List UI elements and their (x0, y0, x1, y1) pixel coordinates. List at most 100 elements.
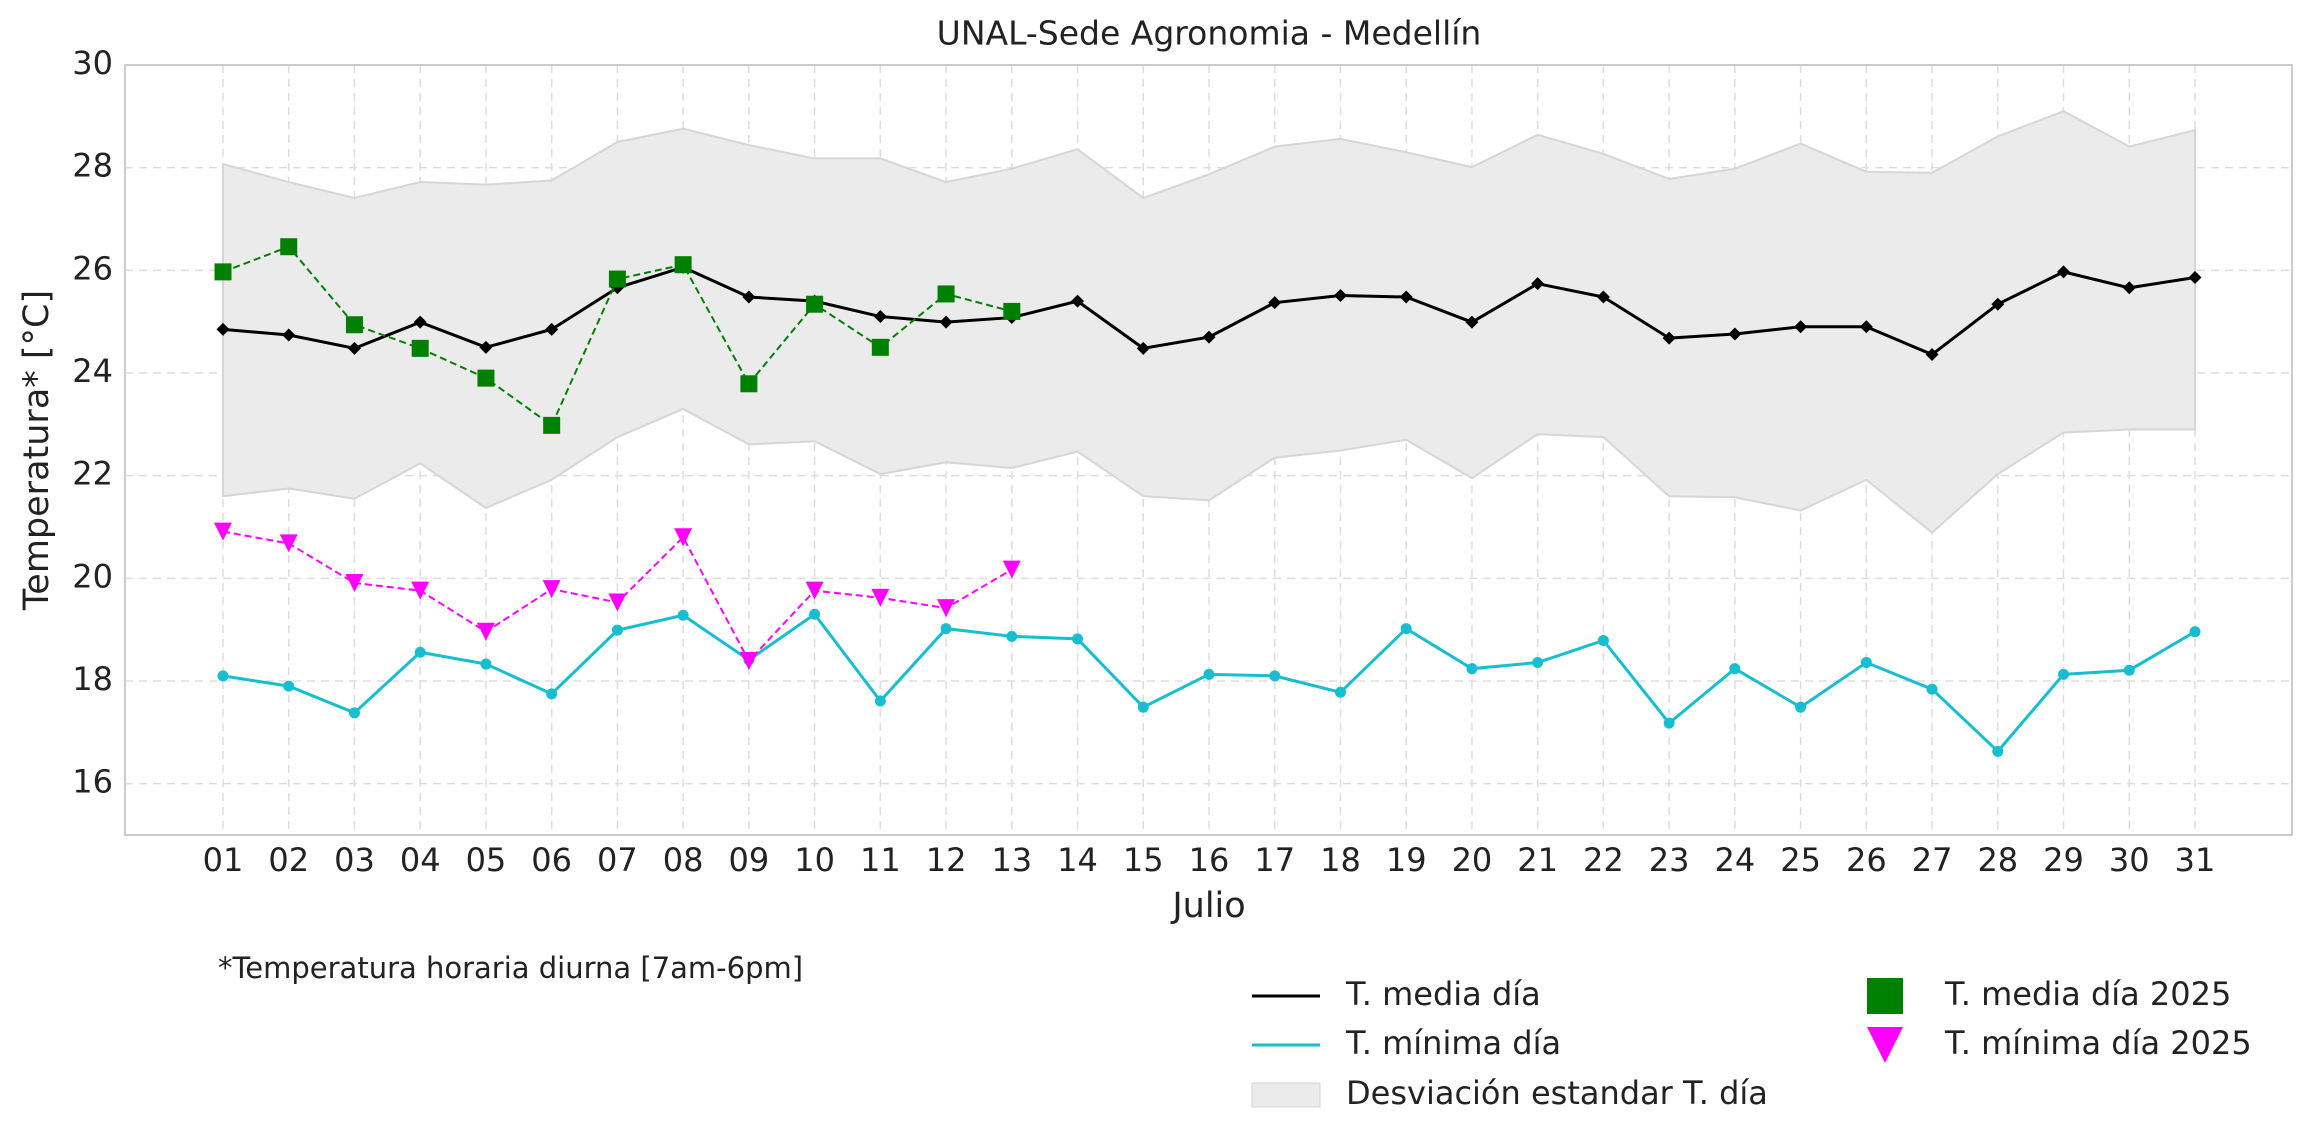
marker (1334, 686, 1346, 698)
legend-label: Desviación estandar T. día (1346, 1074, 1768, 1112)
marker (477, 369, 495, 387)
x-tick-label: 31 (2175, 841, 2216, 879)
x-tick-label: 27 (1912, 841, 1953, 879)
marker (283, 680, 295, 692)
x-tick-label: 05 (466, 841, 507, 879)
marker (543, 416, 561, 434)
marker (608, 593, 627, 612)
x-tick-label: 16 (1189, 841, 1230, 879)
marker (1925, 348, 1939, 362)
marker (871, 588, 890, 607)
marker (1867, 1027, 1903, 1063)
marker (542, 580, 561, 599)
marker (1136, 341, 1150, 355)
marker (2189, 626, 2201, 638)
marker (2123, 664, 2135, 676)
marker (674, 256, 692, 274)
marker (740, 375, 758, 393)
marker (1794, 320, 1808, 334)
marker (1268, 296, 1282, 310)
x-tick-label: 10 (794, 841, 835, 879)
y-tick-label: 26 (72, 249, 113, 287)
marker (1992, 745, 2004, 757)
y-tick-label: 24 (72, 352, 113, 390)
marker (2188, 271, 2202, 285)
marker (1926, 683, 1938, 695)
x-tick-label: 20 (1452, 841, 1493, 879)
marker (480, 658, 492, 670)
legend-label: T. media día 2025 (1944, 975, 2231, 1013)
x-tick-label: 08 (663, 841, 704, 879)
legend-label: T. media día (1345, 975, 1541, 1013)
marker (1202, 330, 1216, 344)
x-tick-label: 11 (860, 841, 901, 879)
marker (1003, 302, 1021, 320)
marker (1400, 623, 1412, 635)
marker (414, 646, 426, 658)
marker (216, 322, 230, 336)
note: *Temperatura horaria diurna [7am-6pm] (218, 951, 803, 985)
marker (806, 295, 824, 313)
marker (608, 270, 626, 288)
marker (1728, 327, 1742, 341)
marker (214, 263, 232, 281)
y-tick-label: 22 (72, 455, 113, 493)
marker (279, 534, 298, 553)
marker (2122, 281, 2136, 295)
marker (1795, 701, 1807, 713)
x-tick-label: 21 (1517, 841, 1558, 879)
marker (545, 322, 559, 336)
marker (1596, 290, 1610, 304)
marker (345, 316, 363, 334)
marker (674, 528, 693, 547)
x-tick-label: 14 (1057, 841, 1098, 879)
x-tick-label: 13 (991, 841, 1032, 879)
legend-label: T. mínima día 2025 (1944, 1024, 2252, 1062)
x-tick-label: 09 (729, 841, 770, 879)
marker (479, 340, 493, 354)
x-tick-label: 29 (2043, 841, 2084, 879)
marker (871, 338, 889, 356)
marker (1002, 560, 1021, 579)
marker (214, 522, 232, 541)
marker (1465, 315, 1479, 329)
marker (2057, 265, 2071, 279)
y-tick-label: 16 (72, 763, 113, 801)
marker (611, 624, 623, 636)
marker (1071, 294, 1085, 308)
marker (1597, 634, 1609, 646)
marker (411, 339, 429, 357)
x-tick-label: 03 (334, 841, 375, 879)
marker (2058, 668, 2070, 680)
marker (1006, 630, 1018, 642)
marker (1203, 668, 1215, 680)
x-tick-label: 02 (268, 841, 309, 879)
x-axis-label: Julio (1170, 886, 1245, 926)
marker (1859, 320, 1873, 334)
marker (282, 328, 296, 342)
x-tick-label: 30 (2109, 841, 2150, 879)
y-tick-label: 18 (72, 660, 113, 698)
marker (1663, 717, 1675, 729)
marker (937, 285, 955, 303)
x-tick-label: 07 (597, 841, 638, 879)
x-tick-label: 26 (1846, 841, 1887, 879)
marker (345, 573, 364, 592)
marker (411, 581, 430, 600)
x-tick-label: 04 (400, 841, 441, 879)
marker (1531, 277, 1545, 291)
legend-swatch (1251, 1082, 1321, 1108)
x-tick-label: 22 (1583, 841, 1624, 879)
marker (739, 651, 758, 670)
chart-title: UNAL-Sede Agronomia - Medellín (937, 14, 1482, 53)
marker (413, 315, 427, 329)
marker (873, 310, 887, 324)
marker (809, 608, 821, 620)
marker (348, 707, 360, 719)
marker (1399, 290, 1413, 304)
legend-label: T. mínima día (1345, 1024, 1561, 1062)
x-tick-label: 28 (1977, 841, 2018, 879)
marker (937, 599, 956, 618)
marker (1466, 663, 1478, 675)
